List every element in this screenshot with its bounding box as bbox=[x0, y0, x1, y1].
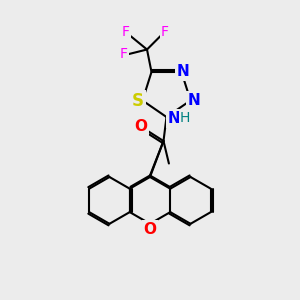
Text: S: S bbox=[132, 92, 144, 110]
Text: O: O bbox=[143, 222, 157, 237]
Text: N: N bbox=[168, 111, 180, 126]
Text: N: N bbox=[188, 93, 200, 108]
Text: N: N bbox=[177, 64, 189, 80]
Text: H: H bbox=[180, 112, 190, 125]
Text: F: F bbox=[120, 47, 128, 61]
Text: F: F bbox=[122, 26, 130, 39]
Text: F: F bbox=[161, 26, 169, 39]
Text: O: O bbox=[134, 119, 148, 134]
